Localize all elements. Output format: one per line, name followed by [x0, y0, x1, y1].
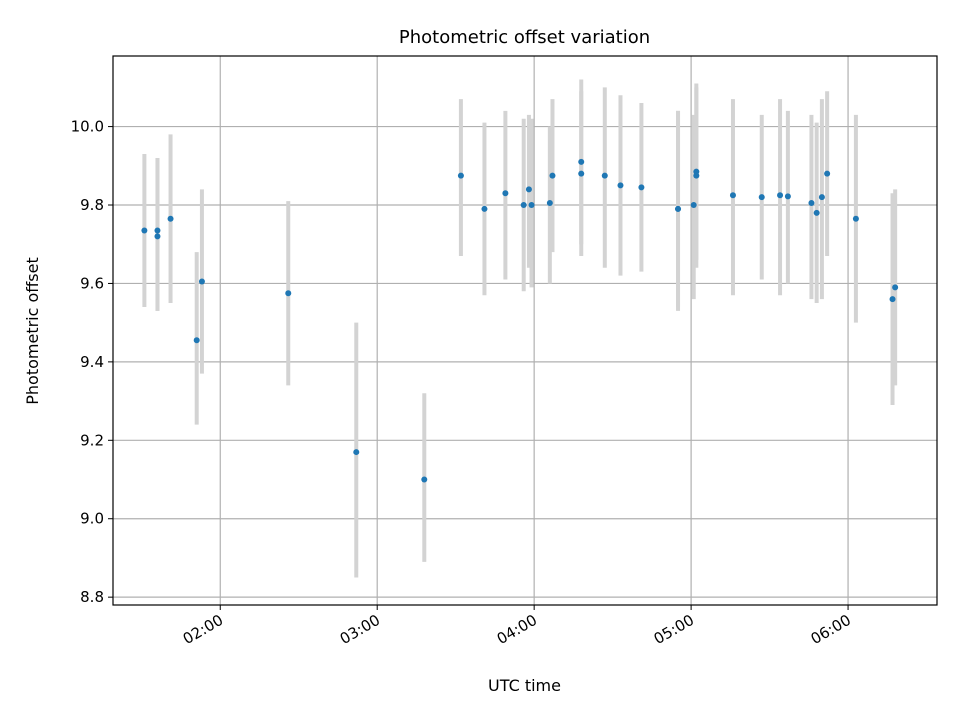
y-tick-label: 9.2	[80, 431, 104, 449]
data-point	[525, 186, 532, 193]
y-tick-label: 9.6	[80, 274, 104, 292]
data-point	[758, 194, 765, 201]
data-point	[601, 172, 608, 179]
data-point	[167, 215, 174, 222]
x-axis-title: UTC time	[488, 676, 561, 695]
data-point	[421, 476, 428, 483]
data-point	[824, 170, 831, 177]
data-point	[154, 233, 161, 240]
x-tick-label: 03:00	[337, 611, 383, 648]
data-point	[693, 172, 700, 179]
data-points	[141, 158, 899, 483]
data-point	[481, 205, 488, 212]
error-bars	[142, 79, 898, 578]
data-point	[818, 194, 825, 201]
plot-frame	[112, 55, 938, 606]
data-point	[729, 192, 736, 199]
x-tick-label: 02:00	[180, 611, 226, 648]
data-point	[457, 172, 464, 179]
data-point	[617, 182, 624, 189]
data-point	[813, 209, 820, 216]
x-tick-label: 06:00	[808, 611, 854, 648]
data-point	[784, 193, 791, 200]
x-tick-label: 05:00	[651, 611, 697, 648]
x-tick-label: 04:00	[494, 611, 540, 648]
data-point	[198, 278, 205, 285]
grid-lines	[113, 56, 937, 605]
data-point	[549, 172, 556, 179]
data-point	[353, 449, 360, 456]
data-point	[892, 284, 899, 291]
y-axis-title: Photometric offset	[23, 257, 42, 405]
y-tick-label: 8.8	[80, 588, 104, 606]
data-point	[578, 170, 585, 177]
data-point	[285, 290, 292, 297]
data-point	[193, 337, 200, 344]
data-point	[528, 202, 535, 209]
chart-title: Photometric offset variation	[399, 27, 650, 48]
data-point	[852, 215, 859, 222]
data-point	[675, 205, 682, 212]
data-point	[154, 227, 161, 234]
data-point	[808, 200, 815, 207]
data-point	[889, 296, 896, 303]
data-point	[578, 158, 585, 165]
y-tick-label: 9.4	[80, 353, 104, 371]
y-axis-ticks: 8.8 9.0 9.2 9.4 9.6 9.8 10.0	[71, 118, 113, 606]
data-point	[546, 200, 553, 207]
data-point	[690, 202, 697, 209]
data-point	[638, 184, 645, 191]
y-tick-label: 9.0	[80, 510, 104, 528]
x-axis-ticks: 02:00 03:00 04:00 05:00 06:00	[180, 605, 854, 648]
data-point	[502, 190, 509, 197]
data-point	[777, 192, 784, 199]
y-tick-label: 10.0	[71, 118, 104, 136]
data-point	[141, 227, 148, 234]
y-tick-label: 9.8	[80, 196, 104, 214]
data-point	[520, 202, 527, 209]
